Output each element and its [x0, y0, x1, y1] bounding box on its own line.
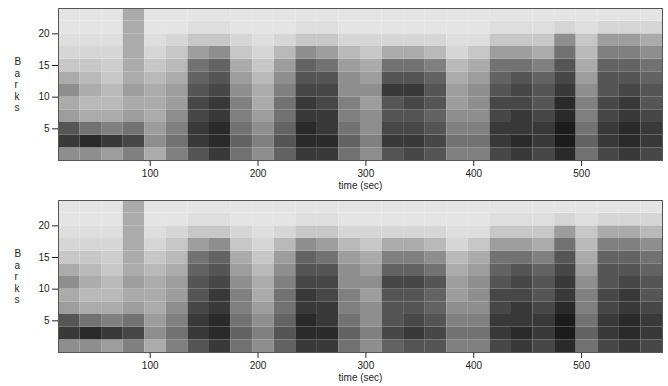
svg-text:Barks: Barks: [15, 248, 22, 305]
svg-text:400: 400: [465, 360, 482, 371]
svg-text:300: 300: [358, 360, 375, 371]
svg-text:400: 400: [465, 168, 482, 179]
svg-text:5: 5: [44, 123, 50, 134]
svg-text:20: 20: [38, 28, 50, 39]
svg-text:time (sec): time (sec): [339, 372, 383, 383]
svg-text:Barks: Barks: [15, 56, 22, 113]
svg-text:10: 10: [38, 283, 50, 294]
svg-text:100: 100: [142, 360, 159, 371]
svg-text:200: 200: [250, 360, 267, 371]
svg-text:5: 5: [44, 315, 50, 326]
svg-text:200: 200: [250, 168, 267, 179]
svg-text:500: 500: [573, 168, 590, 179]
svg-text:500: 500: [573, 360, 590, 371]
svg-text:100: 100: [142, 168, 159, 179]
svg-text:300: 300: [358, 168, 375, 179]
svg-text:10: 10: [38, 91, 50, 102]
svg-text:20: 20: [38, 220, 50, 231]
svg-text:15: 15: [38, 252, 50, 263]
svg-text:15: 15: [38, 60, 50, 71]
svg-text:time (sec): time (sec): [339, 180, 383, 191]
